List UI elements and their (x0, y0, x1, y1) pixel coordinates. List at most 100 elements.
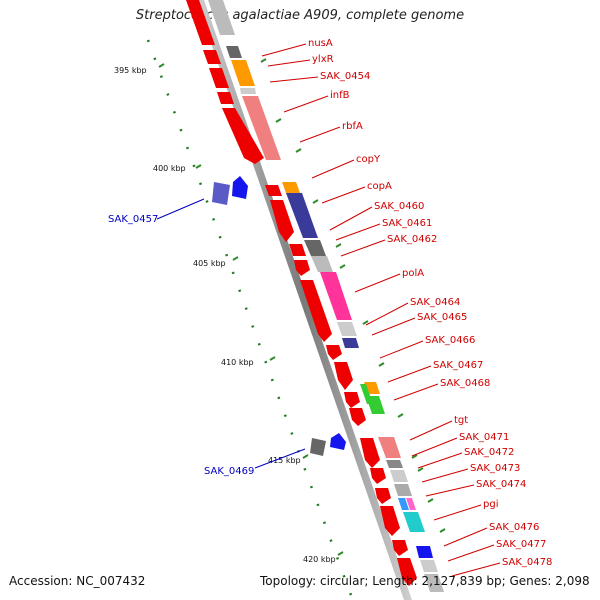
reverse-strand-features (212, 176, 346, 456)
ruler-tick (195, 164, 202, 169)
cds-block (392, 540, 408, 556)
gene-label-SAK_0478[interactable]: SAK_0478 (502, 557, 552, 568)
gene-label-pgi[interactable]: pgi (483, 499, 498, 510)
gene-label-SAK_0476[interactable]: SAK_0476 (489, 522, 539, 533)
cds-block (334, 362, 353, 390)
leader-line (156, 198, 205, 220)
leader-line (447, 544, 495, 562)
gene-label-SAK_0454[interactable]: SAK_0454 (320, 71, 370, 82)
gene-label-tgt[interactable]: tgt (454, 415, 468, 426)
cds-block (203, 50, 221, 64)
cds-block (349, 408, 366, 426)
gene-label-copA[interactable]: copA (367, 181, 392, 192)
cds-block (186, 0, 215, 45)
gene-label-SAK_0467[interactable]: SAK_0467 (433, 360, 483, 371)
leader-line (365, 302, 409, 326)
cds-block (370, 468, 386, 484)
strand-ticks (260, 58, 446, 533)
gene-block (390, 470, 408, 482)
gene-block (208, 0, 235, 35)
gene-label-infB[interactable]: infB (330, 90, 350, 101)
ruler-tick-label: 410 kbp (221, 358, 254, 367)
leader-line (451, 562, 501, 577)
leader-line (393, 383, 439, 401)
gene-label-SAK_0461[interactable]: SAK_0461 (382, 218, 432, 229)
gene-label-ylxR[interactable]: ylxR (312, 54, 334, 65)
genome-backbone (196, 0, 412, 600)
gene-label-SAK_0474[interactable]: SAK_0474 (476, 479, 526, 490)
ruler-tick-label: 400 kbp (153, 164, 186, 173)
leader-line (335, 223, 381, 241)
leader-line (371, 317, 416, 336)
gene-label-nusA[interactable]: nusA (308, 38, 333, 49)
gene-block (320, 272, 352, 320)
leader-line (379, 340, 424, 359)
gene-label-polA[interactable]: polA (402, 268, 424, 279)
gene-label-SAK_0471[interactable]: SAK_0471 (459, 432, 509, 443)
gene-block (337, 322, 357, 336)
gene-label-SAK_0457[interactable]: SAK_0457 (108, 214, 158, 225)
cds-block (265, 185, 282, 196)
ruler-tick (232, 256, 239, 261)
cds-block (380, 506, 400, 536)
gene-label-SAK_0468[interactable]: SAK_0468 (440, 378, 490, 389)
cds-block (222, 108, 264, 164)
gene-block (394, 484, 412, 496)
ruler-tick (302, 454, 309, 459)
ruler-tick-label: 395 kbp (114, 66, 147, 75)
gene-label-SAK_0477[interactable]: SAK_0477 (496, 539, 546, 550)
ruler-tick-label: 405 kbp (193, 259, 226, 268)
gene-label-SAK_0462[interactable]: SAK_0462 (387, 234, 437, 245)
gene-label-SAK_0472[interactable]: SAK_0472 (464, 447, 514, 458)
gene-label-SAK_0466[interactable]: SAK_0466 (425, 335, 475, 346)
leader-line (267, 59, 311, 67)
gene-block (342, 338, 359, 348)
leader-line (261, 43, 307, 57)
ruler-tick (158, 63, 165, 68)
cds-block (212, 182, 230, 205)
forward-gene-labels: nusA ylxR SAK_0454 infB rbfA copY copA S… (261, 38, 552, 577)
gene-block (420, 560, 438, 572)
gene-label-SAK_0464[interactable]: SAK_0464 (410, 297, 460, 308)
ruler-tick (269, 356, 276, 361)
gene-block (231, 60, 255, 86)
ruler-dotted-line (146, 39, 354, 599)
gene-label-SAK_0469[interactable]: SAK_0469 (204, 466, 254, 477)
gene-block (311, 256, 333, 272)
leader-line (340, 239, 386, 257)
gene-block (366, 396, 385, 414)
cds-block (397, 558, 417, 586)
gene-block (403, 512, 425, 532)
leader-line (409, 420, 453, 441)
leader-line (443, 527, 488, 547)
leader-line (425, 484, 475, 497)
forward-strand-features (186, 0, 444, 592)
leader-line (417, 452, 463, 469)
gene-block (240, 88, 256, 94)
gene-block (416, 546, 433, 558)
cds-block (330, 433, 346, 450)
ruler-ticks (158, 63, 344, 556)
gene-block (406, 498, 416, 510)
leader-line (421, 468, 469, 483)
leader-line (254, 448, 306, 469)
leader-line (329, 206, 373, 231)
gene-block (226, 46, 242, 58)
gene-block (242, 96, 281, 160)
gene-label-SAK_0460[interactable]: SAK_0460 (374, 201, 424, 212)
cds-block (326, 345, 342, 360)
gene-label-SAK_0465[interactable]: SAK_0465 (417, 312, 467, 323)
gene-label-copY[interactable]: copY (356, 154, 381, 165)
gene-block (286, 193, 318, 238)
cds-block (375, 488, 391, 504)
gene-block (386, 460, 403, 468)
gene-label-SAK_0473[interactable]: SAK_0473 (470, 463, 520, 474)
gene-label-rbfA[interactable]: rbfA (342, 121, 363, 132)
gene-block (378, 437, 401, 458)
cds-block (289, 244, 306, 256)
cds-block (360, 438, 380, 468)
cds-block (300, 280, 332, 342)
cds-block (294, 260, 310, 276)
